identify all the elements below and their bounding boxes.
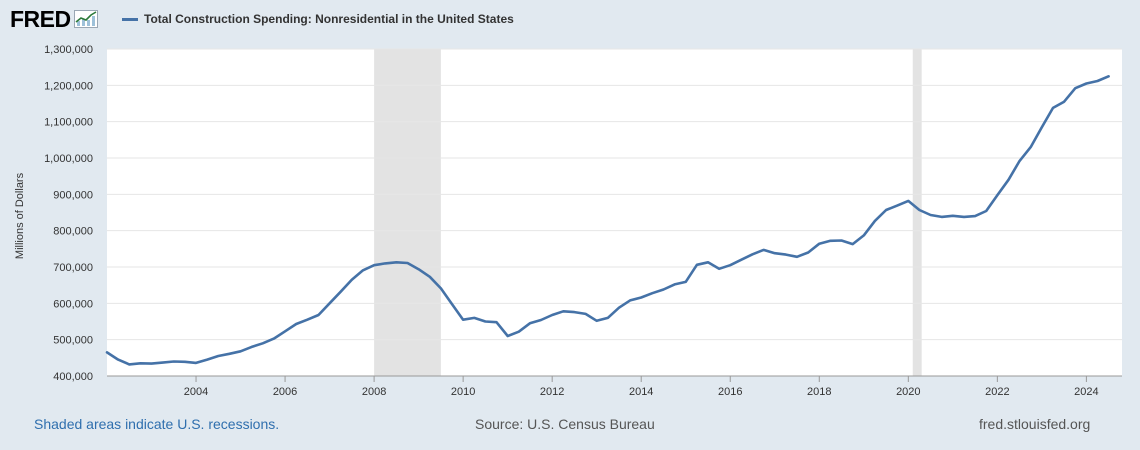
x-tick-label: 2024 xyxy=(1074,386,1098,398)
x-tick-label: 2012 xyxy=(540,386,564,398)
recession-note-link[interactable]: Shaded areas indicate U.S. recessions. xyxy=(34,416,280,432)
x-tick-label: 2020 xyxy=(896,386,920,398)
y-tick-label: 1,300,000 xyxy=(44,44,93,56)
x-tick-label: 2008 xyxy=(362,386,386,398)
x-tick-label: 2006 xyxy=(273,386,297,398)
chart-trend-icon xyxy=(73,10,98,28)
y-tick-label: 400,000 xyxy=(53,371,93,383)
series-line xyxy=(105,75,1110,366)
y-tick-label: 1,000,000 xyxy=(44,153,93,165)
y-tick-label: 500,000 xyxy=(53,335,93,347)
fred-logo[interactable]: FRED xyxy=(10,7,98,31)
site-link[interactable]: fred.stlouisfed.org xyxy=(979,416,1091,432)
x-tick-label: 2010 xyxy=(451,386,475,398)
plot-area xyxy=(107,49,1122,376)
source-text: Source: U.S. Census Bureau xyxy=(475,416,655,432)
x-tick-label: 2022 xyxy=(985,386,1009,398)
x-tick-label: 2016 xyxy=(718,386,742,398)
y-tick-label: 800,000 xyxy=(53,226,93,238)
y-tick-label: 1,100,000 xyxy=(44,117,93,129)
legend-swatch xyxy=(122,17,138,21)
legend: Total Construction Spending: Nonresident… xyxy=(122,12,514,26)
y-axis-label: Millions of Dollars xyxy=(14,172,26,259)
recession-band xyxy=(912,49,922,376)
recession-band xyxy=(374,49,441,376)
fred-logo-text: FRED xyxy=(10,6,71,32)
line-chart: 400,000 500,000 600,000 700,000 800,000 900,0… xyxy=(14,44,1122,398)
y-tick-label: 600,000 xyxy=(53,298,93,310)
legend-label: Total Construction Spending: Nonresident… xyxy=(144,12,514,26)
x-tick-label: 2004 xyxy=(184,386,208,398)
y-tick-label: 900,000 xyxy=(53,189,93,201)
x-tick-label: 2014 xyxy=(629,386,653,398)
y-tick-label: 1,200,000 xyxy=(44,80,93,92)
y-tick-label: 700,000 xyxy=(53,262,93,274)
x-tick-label: 2018 xyxy=(807,386,831,398)
